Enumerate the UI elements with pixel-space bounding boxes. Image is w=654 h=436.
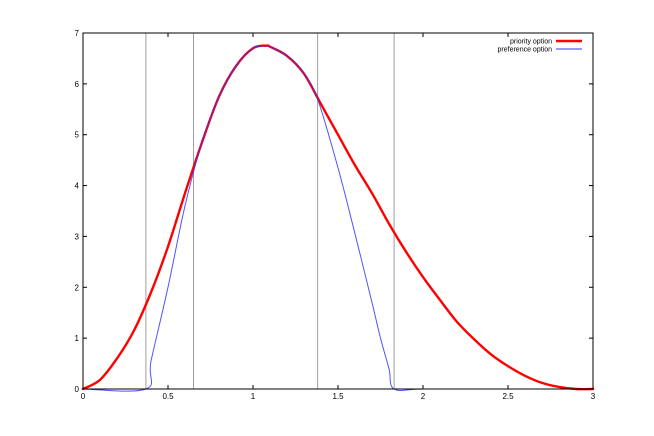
- x-tick-label-0: 0: [81, 392, 86, 401]
- series-line-1: [82, 44, 594, 392]
- x-tick-label-4: 2: [421, 392, 426, 401]
- y-tick-label-5: 5: [75, 131, 80, 140]
- y-tick-label-4: 4: [75, 182, 80, 191]
- x-tick-label-6: 3: [591, 392, 596, 401]
- y-tick-label-1: 1: [75, 334, 80, 343]
- x-tick-label-2: 1: [251, 392, 256, 401]
- plot-frame: [82, 32, 594, 390]
- y-tick-label-3: 3: [75, 232, 80, 241]
- legend-label-0: priority option: [510, 39, 552, 46]
- y-tick-label-2: 2: [75, 283, 80, 292]
- legend-label-1: preference option: [498, 47, 553, 54]
- y-tick-label-0: 0: [75, 385, 80, 394]
- x-tick-label-3: 1.5: [332, 392, 344, 401]
- y-tick-label-7: 7: [75, 29, 80, 38]
- x-tick-label-1: 0.5: [162, 392, 174, 401]
- series-line-0: [81, 44, 595, 391]
- x-tick-label-5: 2.5: [502, 392, 514, 401]
- series-layer: [81, 44, 595, 392]
- vertical-reference-lines: [145, 33, 395, 389]
- axis-ticks: 0 0.5 1 1.5 2 2.5 3 0 1 2 3 4 5 6 7: [75, 29, 596, 401]
- y-tick-label-6: 6: [75, 80, 80, 89]
